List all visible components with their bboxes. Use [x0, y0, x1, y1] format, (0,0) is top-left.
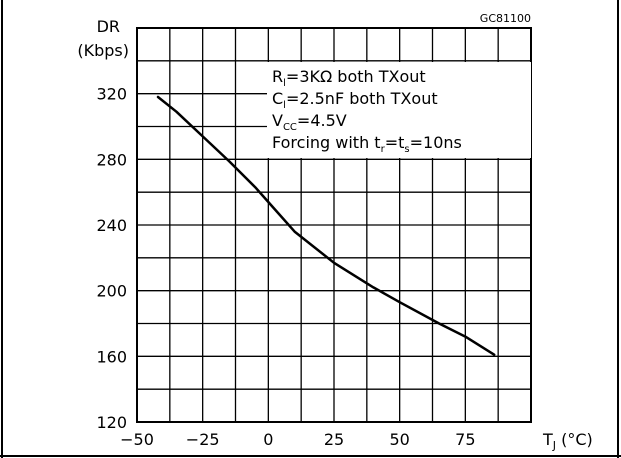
condition-supply-voltage: VCC=4.5V	[272, 111, 347, 133]
y-tick-label: 280	[96, 150, 127, 169]
condition-2-text: =2.5nF both TXout	[286, 89, 438, 108]
y-axis-title-line1: DR	[97, 17, 120, 36]
condition-1-symbol: R	[272, 67, 283, 86]
y-axis-title-line2: (Kbps)	[77, 41, 129, 60]
x-axis-title: TJ (°C)	[542, 430, 593, 452]
x-axis-title-main: T	[542, 430, 553, 449]
condition-1-text: =3KΩ both TXout	[286, 67, 426, 86]
figure-code: GC81100	[480, 12, 531, 25]
x-tick-label: 50	[389, 430, 409, 449]
x-tick-label: −25	[186, 430, 220, 449]
y-tick-label: 320	[96, 85, 127, 104]
condition-4-part-3: =t	[385, 133, 405, 152]
data-rate-curve	[156, 95, 496, 356]
condition-forcing: Forcing with tr=ts=10ns	[272, 133, 462, 155]
condition-2-symbol: C	[272, 89, 283, 108]
condition-4-rise-sub: r	[381, 144, 386, 155]
condition-2-sub: l	[283, 100, 286, 111]
condition-1-sub: l	[283, 78, 286, 89]
x-tick-labels: −50 −25 0 25 50 75	[120, 430, 475, 449]
conditions-box-background	[267, 62, 531, 158]
y-tick-label: 200	[96, 282, 127, 301]
condition-3-symbol: V	[272, 111, 283, 130]
plot-frame	[136, 27, 532, 423]
y-tick-label: 120	[96, 413, 127, 432]
condition-load-capacitance: Cl=2.5nF both TXout	[272, 89, 438, 111]
condition-load-resistance: Rl=3KΩ both TXout	[272, 67, 426, 89]
conditions-box: Rl=3KΩ both TXout Cl=2.5nF both TXout VC…	[272, 67, 462, 155]
condition-3-text: =4.5V	[297, 111, 347, 130]
condition-4-part-1: Forcing with t	[272, 133, 381, 152]
x-axis-title-sub: J	[552, 439, 556, 452]
x-axis-title-unit: (°C)	[556, 430, 593, 449]
y-tick-label: 160	[96, 347, 127, 366]
x-tick-label: −50	[120, 430, 154, 449]
condition-3-sub: CC	[283, 122, 297, 133]
x-tick-label: 0	[263, 430, 273, 449]
condition-4-part-5: =10ns	[410, 133, 462, 152]
x-tick-label: 75	[455, 430, 475, 449]
y-tick-labels: 120 160 200 240 280 320	[96, 85, 127, 432]
x-tick-label: 25	[324, 430, 344, 449]
y-tick-label: 240	[96, 216, 127, 235]
condition-4-fall-sub: s	[404, 144, 409, 155]
